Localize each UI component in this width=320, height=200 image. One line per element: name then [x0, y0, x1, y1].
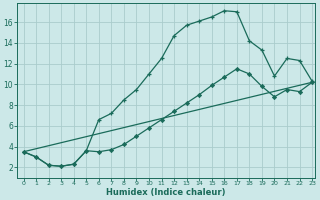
X-axis label: Humidex (Indice chaleur): Humidex (Indice chaleur): [106, 188, 226, 197]
